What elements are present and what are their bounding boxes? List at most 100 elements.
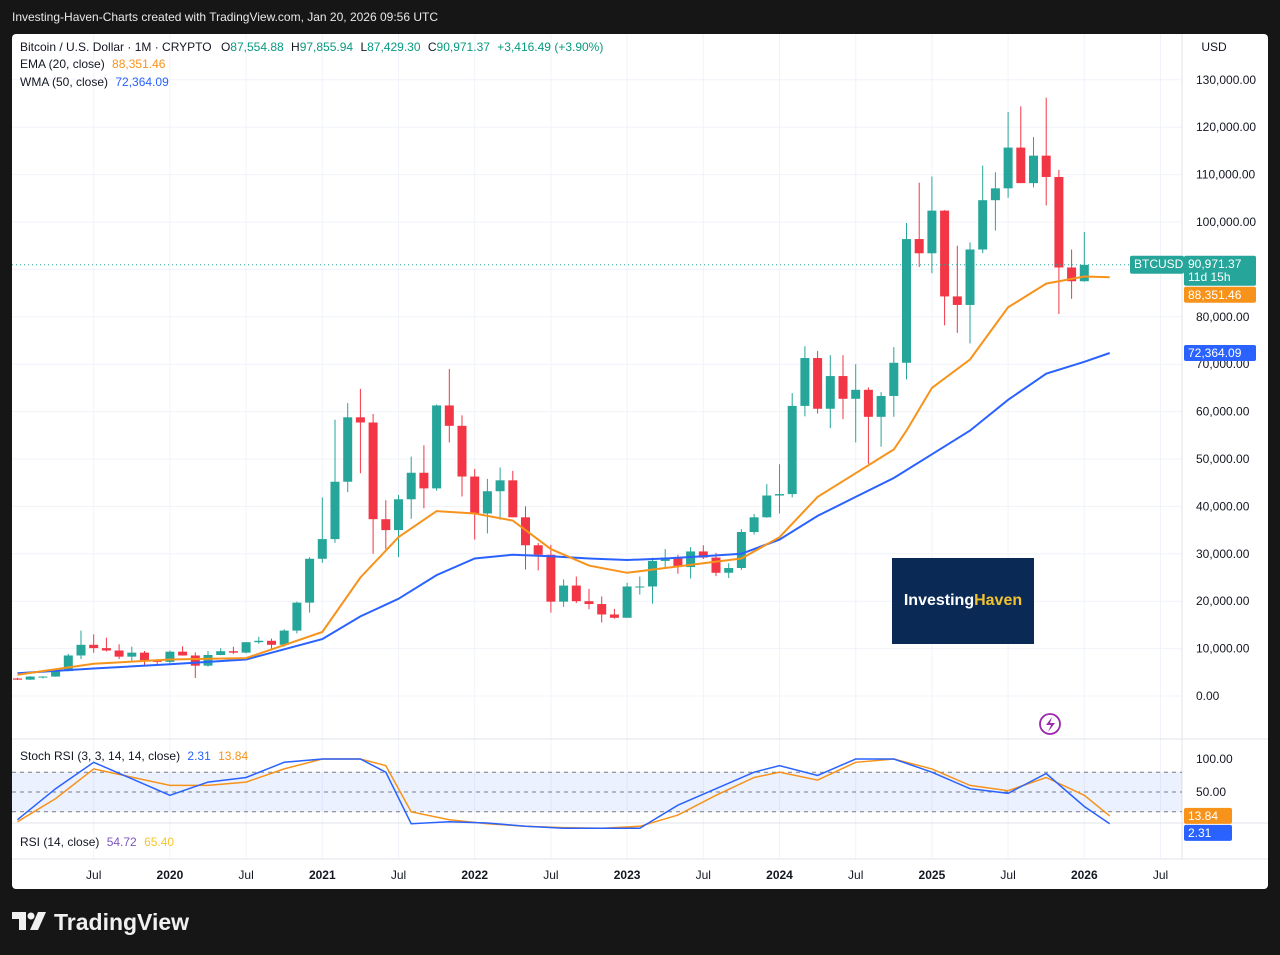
x-tick-label: 2023 <box>614 868 641 882</box>
x-tick-label: Jul <box>543 868 558 882</box>
candle-body <box>775 494 784 496</box>
watermark-part2: Haven <box>974 592 1023 609</box>
tradingview-footer[interactable]: TradingView <box>12 900 189 944</box>
last-price-badge <box>1184 255 1256 286</box>
stoch-tick-label: 100.00 <box>1196 752 1233 766</box>
x-tick-label: 2021 <box>309 868 336 882</box>
wma-label: WMA (50, close) <box>20 75 109 89</box>
candle-body <box>914 239 924 254</box>
candle-body <box>482 491 492 514</box>
candle-body <box>368 422 378 520</box>
close-value: 90,971.37 <box>436 40 490 54</box>
x-tick-label: 2022 <box>461 868 488 882</box>
y-tick-label: 60,000.00 <box>1196 405 1250 419</box>
candle-body <box>165 651 175 662</box>
currency-button[interactable]: USD <box>1201 40 1227 54</box>
investinghaven-watermark: InvestingHaven <box>892 558 1034 644</box>
stoch-legend[interactable]: Stoch RSI (3, 3, 14, 14, close) 2.31 13.… <box>20 749 248 763</box>
candle-body <box>63 655 73 672</box>
rsi-label: RSI (14, close) <box>20 835 100 849</box>
last-price-badge-text: 11d 15h <box>1188 270 1231 284</box>
y-tick-label: 50,000.00 <box>1196 452 1250 466</box>
x-tick-label: 2020 <box>157 868 184 882</box>
candle-body <box>724 568 734 573</box>
high-value: 97,855.94 <box>299 40 354 54</box>
x-tick-label: Jul <box>1153 868 1168 882</box>
candle-body <box>1003 147 1013 189</box>
symbol-legend[interactable]: Bitcoin / U.S. Dollar · 1M · CRYPTO O87,… <box>20 40 603 54</box>
candle-body <box>571 585 581 602</box>
candle-body <box>178 651 188 656</box>
y-tick-label: 100,000.00 <box>1196 215 1256 229</box>
wma-legend[interactable]: WMA (50, close) 72,364.09 <box>20 75 169 89</box>
stoch-d-value: 13.84 <box>218 749 249 763</box>
stoch-tick-label: 50.00 <box>1196 785 1226 799</box>
candle-body <box>1041 155 1051 177</box>
chart-canvas[interactable]: 130,000.00 120,000.00 110,000.00 100,000.00… <box>12 34 1268 889</box>
candle-body <box>127 652 137 657</box>
open-value: 87,554.88 <box>230 40 284 54</box>
candle-body <box>13 678 22 680</box>
lightning-icon <box>1039 713 1061 735</box>
low-label: L <box>360 40 368 54</box>
candle-body <box>813 358 823 409</box>
candle-body <box>216 651 226 655</box>
ema-label: EMA (20, close) <box>20 57 105 71</box>
candle-body <box>495 480 505 492</box>
chart-caption: Investing-Haven-Charts created with Trad… <box>12 10 438 24</box>
candle-body <box>457 425 467 477</box>
x-tick-label: 2024 <box>766 868 793 882</box>
candle-body <box>343 417 353 482</box>
candle-body <box>876 395 886 417</box>
candle-body <box>902 239 911 363</box>
candle-body <box>686 551 696 568</box>
wma-value: 72,364.09 <box>115 75 169 89</box>
candle-body <box>317 539 327 559</box>
candle-body <box>1079 264 1089 282</box>
candle-body <box>851 389 861 399</box>
tradingview-logo-icon <box>12 902 48 946</box>
candle-body <box>762 495 772 518</box>
tradingview-wordmark: TradingView <box>54 909 190 935</box>
candle-body <box>305 558 315 603</box>
candle-body <box>228 651 238 653</box>
candle-body <box>1054 176 1064 268</box>
candle-body <box>419 472 429 489</box>
candle-body <box>673 557 683 568</box>
candle-body <box>863 389 873 417</box>
x-tick-label: Jul <box>848 868 863 882</box>
candle-body <box>952 296 962 305</box>
last-price-badge-text: 90,971.37 <box>1188 257 1242 271</box>
candle-body <box>711 557 721 573</box>
ema-legend[interactable]: EMA (20, close) 88,351.46 <box>20 57 165 71</box>
ema-price-badge <box>1184 286 1256 303</box>
candle-body <box>635 586 645 588</box>
candle-body <box>800 358 810 406</box>
candle-body <box>736 531 746 569</box>
candle-body <box>609 614 619 618</box>
chart-frame: 130,000.00 120,000.00 110,000.00 100,000.00… <box>12 34 1268 889</box>
rsi-value: 54.72 <box>106 835 137 849</box>
stoch-label: Stoch RSI (3, 3, 14, 14, close) <box>20 749 181 763</box>
candle-body <box>190 655 200 666</box>
candle-body <box>279 630 289 645</box>
candle-body <box>597 604 607 615</box>
candle-body <box>990 188 1000 201</box>
candle-body <box>787 405 797 495</box>
rsi-legend[interactable]: RSI (14, close) 54.72 65.40 <box>20 835 174 849</box>
change-value: +3,416.49 (+3.90%) <box>497 40 604 54</box>
x-tick-label: 2025 <box>919 868 946 882</box>
candle-body <box>546 554 556 602</box>
stoch-k-value: 2.31 <box>187 749 211 763</box>
symbol-badge <box>1130 255 1184 274</box>
y-tick-label: 20,000.00 <box>1196 594 1250 608</box>
candle-body <box>838 376 848 399</box>
y-tick-label: 0.00 <box>1196 689 1220 703</box>
close-label: C <box>427 40 437 54</box>
y-tick-label: 120,000.00 <box>1196 120 1256 134</box>
candle-body <box>1067 267 1077 282</box>
candle-body <box>698 551 708 558</box>
y-tick-label: 30,000.00 <box>1196 547 1250 561</box>
y-tick-label: 10,000.00 <box>1196 642 1250 656</box>
candle-body <box>25 676 35 680</box>
